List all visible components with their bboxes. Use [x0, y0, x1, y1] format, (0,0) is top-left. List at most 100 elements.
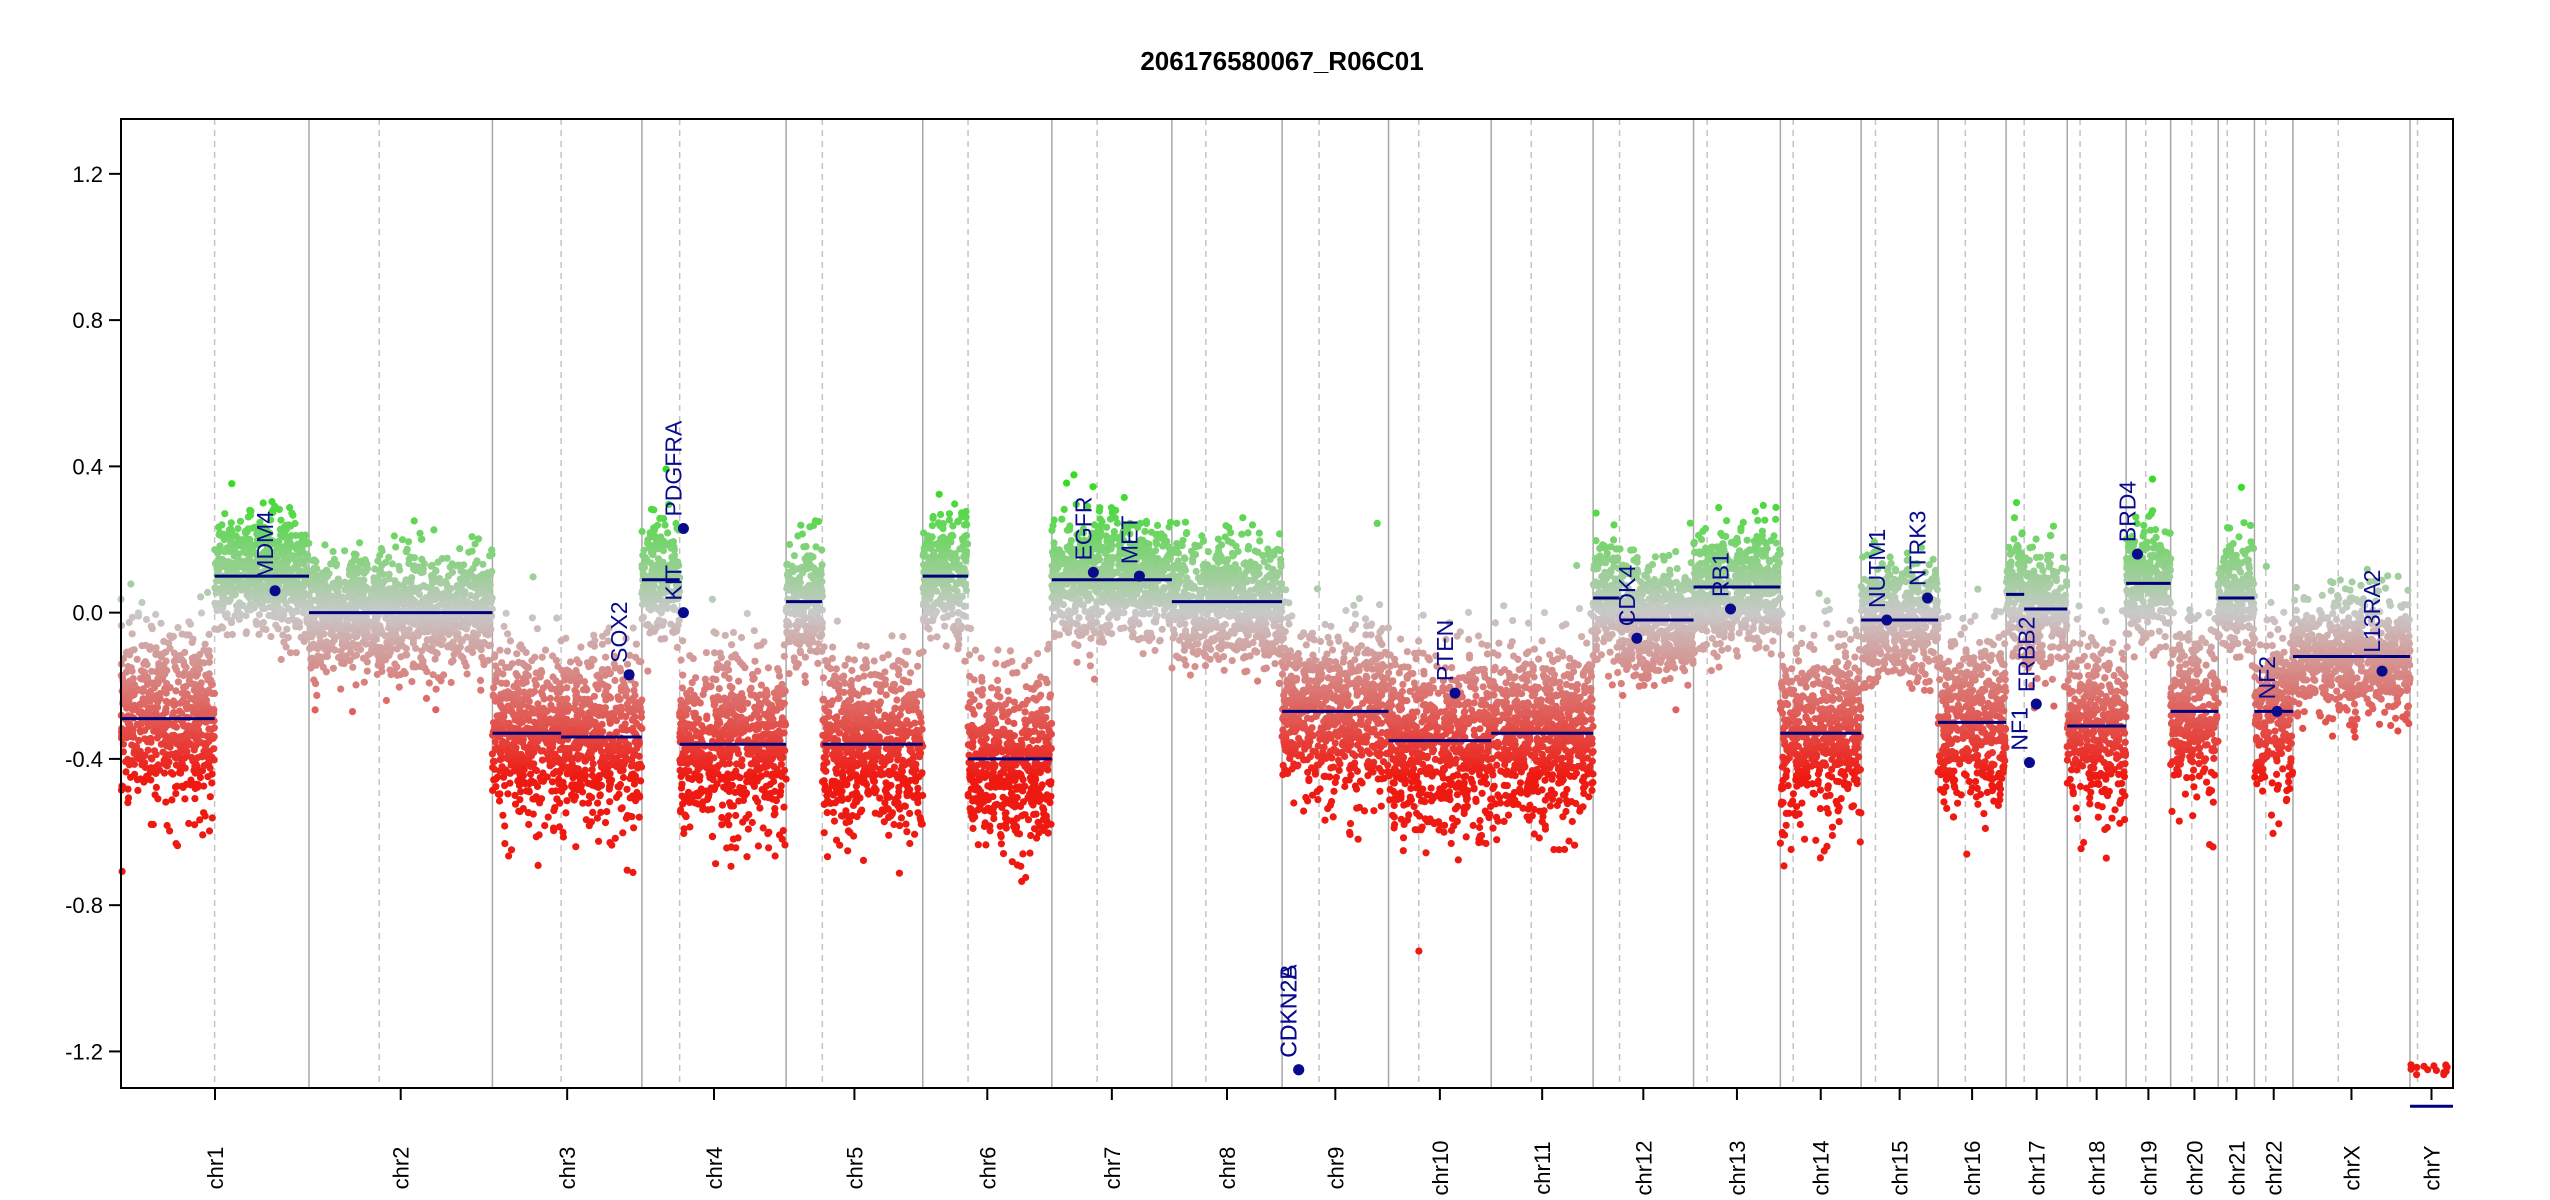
probe-point — [153, 703, 162, 712]
probe-point — [437, 634, 445, 643]
probe-point — [145, 706, 153, 714]
probe-point — [594, 799, 602, 807]
probe-point — [196, 773, 204, 782]
probe-point — [617, 744, 625, 752]
probe-point — [466, 568, 474, 576]
probe-point — [526, 770, 535, 778]
probe-point — [567, 763, 575, 772]
probe-point — [785, 540, 794, 549]
probe-point — [632, 719, 641, 727]
probe-point — [242, 628, 251, 636]
probe-point — [681, 811, 689, 819]
probe-point — [694, 774, 703, 783]
probe-point — [765, 749, 773, 757]
probe-point — [773, 706, 781, 714]
probe-point — [517, 679, 525, 687]
probe-point — [563, 695, 571, 703]
probe-point — [181, 795, 189, 803]
probe-point — [644, 667, 652, 675]
probe-point — [699, 805, 707, 814]
probe-point — [596, 792, 604, 800]
probe-point — [678, 780, 686, 788]
probe-point — [129, 675, 137, 683]
probe-point — [562, 809, 570, 817]
probe-point — [607, 694, 615, 702]
probe-point — [143, 738, 152, 746]
probe-point — [290, 564, 298, 572]
probe-point — [581, 757, 589, 765]
probe-point — [159, 723, 168, 731]
probe-point — [783, 560, 791, 568]
probe-point — [385, 553, 393, 561]
probe-point — [809, 625, 817, 634]
probe-point — [739, 661, 747, 669]
probe-point — [208, 814, 216, 822]
probe-point — [725, 821, 733, 829]
probe-point — [493, 720, 501, 728]
probe-point — [715, 685, 723, 693]
probe-point — [844, 847, 852, 855]
probe-point — [360, 678, 368, 686]
probe-point — [637, 708, 645, 716]
probe-point — [235, 599, 244, 607]
probe-point — [598, 666, 606, 674]
probe-point — [815, 614, 823, 623]
probe-point — [544, 738, 552, 746]
probe-point — [721, 671, 729, 679]
probe-point — [516, 808, 524, 816]
probe-point — [623, 726, 631, 734]
chart-title: 206176580067_R06C01 — [1140, 46, 1423, 76]
probe-point — [193, 724, 201, 732]
probe-point — [625, 697, 633, 706]
probe-point — [510, 682, 518, 691]
probe-point — [514, 691, 522, 699]
probe-point — [764, 794, 772, 802]
probe-point — [525, 787, 533, 795]
probe-point — [128, 613, 136, 621]
probe-point — [903, 828, 911, 836]
probe-point — [454, 634, 462, 642]
probe-point — [783, 628, 791, 636]
probe-point — [294, 540, 302, 548]
chromosome-grid — [213, 119, 2419, 1088]
probe-point — [688, 775, 696, 784]
probe-point — [775, 749, 783, 757]
probe-point — [136, 674, 145, 682]
probe-point — [676, 766, 684, 775]
probe-point — [280, 638, 288, 646]
probe-point — [586, 742, 595, 750]
probe-point — [208, 779, 216, 787]
probe-point — [631, 713, 639, 721]
probe-point — [396, 566, 404, 574]
probe-point — [282, 521, 290, 529]
probe-point — [501, 840, 509, 848]
probe-point — [468, 547, 476, 555]
probe-point — [723, 785, 731, 793]
probe-point — [597, 808, 605, 817]
probe-point — [257, 620, 266, 628]
probe-point — [484, 618, 492, 626]
probe-point — [717, 775, 725, 783]
probe-point — [350, 556, 358, 565]
probe-point — [823, 853, 832, 861]
probe-point — [638, 615, 646, 623]
probe-point — [428, 636, 436, 645]
probe-point — [614, 761, 622, 770]
probe-point — [813, 580, 821, 588]
probe-point — [588, 771, 597, 780]
probe-point — [764, 664, 773, 672]
probe-point — [747, 691, 755, 699]
probe-point — [205, 827, 214, 835]
probe-point — [635, 813, 643, 821]
probe-point — [261, 604, 269, 613]
probe-point — [154, 680, 162, 688]
probe-point — [143, 772, 151, 781]
probe-point — [761, 696, 770, 705]
probe-point — [914, 662, 922, 670]
probe-point — [549, 824, 558, 832]
probe-point — [500, 622, 508, 631]
probe-point — [127, 647, 135, 655]
probe-point — [679, 637, 687, 645]
probe-point — [652, 536, 661, 544]
probe-point — [496, 696, 504, 705]
